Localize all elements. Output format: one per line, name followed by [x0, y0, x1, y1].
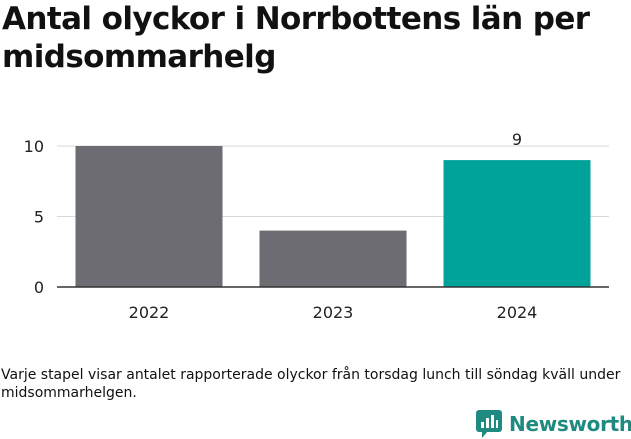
y-tick-label: 0 [34, 278, 44, 297]
bar-chart-logo-icon [476, 410, 502, 438]
y-tick-label: 5 [34, 208, 44, 227]
newsworthy-logo: Newsworthy [476, 409, 631, 439]
chart-footnote: Varje stapel visar antalet rapporterade … [1, 367, 621, 401]
y-tick-label: 10 [24, 137, 44, 156]
x-tick-label: 2022 [129, 303, 170, 322]
x-tick-label: 2024 [497, 303, 538, 322]
bar [75, 146, 223, 287]
chart-title: Antal olyckor i Norrbottens län per mids… [2, 1, 590, 75]
x-tick-label: 2023 [313, 303, 354, 322]
brand-name: Newsworthy [509, 412, 631, 436]
data-label: 9 [512, 130, 522, 149]
bar [443, 160, 591, 287]
bar [259, 230, 407, 287]
